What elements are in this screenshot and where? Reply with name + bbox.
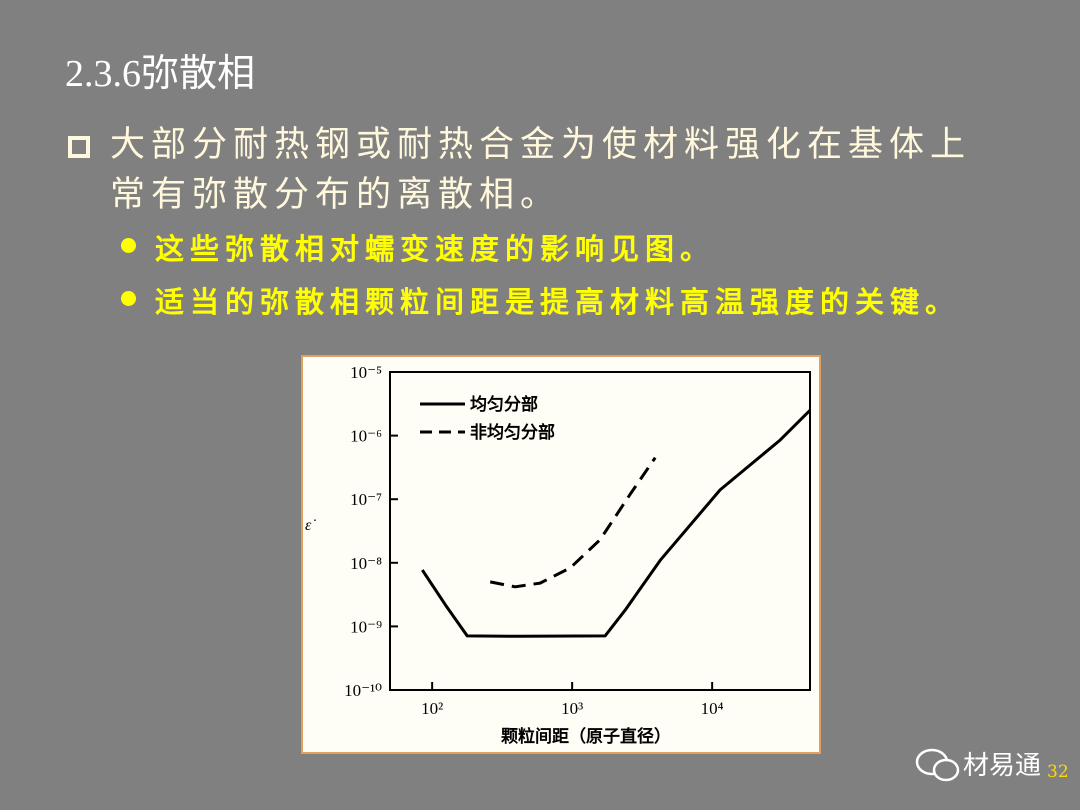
slide-title: 2.3.6弥散相 [65, 53, 256, 95]
y-tick-label: 10⁻⁶ [350, 427, 382, 446]
line-series [489, 456, 657, 589]
bullet-dot [121, 238, 136, 253]
y-tick-label: 10⁻⁷ [350, 490, 382, 509]
y-tick-label: 10⁻⁵ [350, 363, 382, 382]
x-tick-label: 10³ [561, 699, 583, 718]
wechat-icon [915, 748, 960, 782]
page-number: 32 [1047, 762, 1069, 782]
y-tick-label: 10⁻¹⁰ [344, 681, 382, 700]
legend-label: 均匀分部 [470, 394, 538, 414]
y-tick-label: 10⁻⁸ [350, 554, 382, 573]
x-tick-label: 10⁴ [701, 699, 724, 718]
y-axis-label: ε̇ [305, 517, 316, 534]
bullet-square [68, 136, 90, 158]
plot-frame [389, 371, 811, 691]
bullet-text: 大部分耐热钢或耐热合金为使材料强化在基体上常有弥散分布的离散相。 [110, 125, 972, 215]
watermark: 材易通 [963, 751, 1042, 781]
sub-bullet: 这些弥散相对蠕变速度的影响见图。 [155, 232, 716, 266]
x-tick-label: 10² [421, 699, 443, 718]
chart-background [301, 355, 821, 754]
x-axis-label: 颗粒间距（原子直径） [501, 726, 671, 746]
bullet-dot [121, 291, 136, 306]
legend-label: 非均匀分部 [470, 422, 555, 442]
y-tick-label: 10⁻⁹ [350, 617, 382, 636]
sub-bullet: 适当的弥散相颗粒间距是提高材料高温强度的关键。 [155, 285, 961, 319]
line-series [421, 409, 812, 638]
